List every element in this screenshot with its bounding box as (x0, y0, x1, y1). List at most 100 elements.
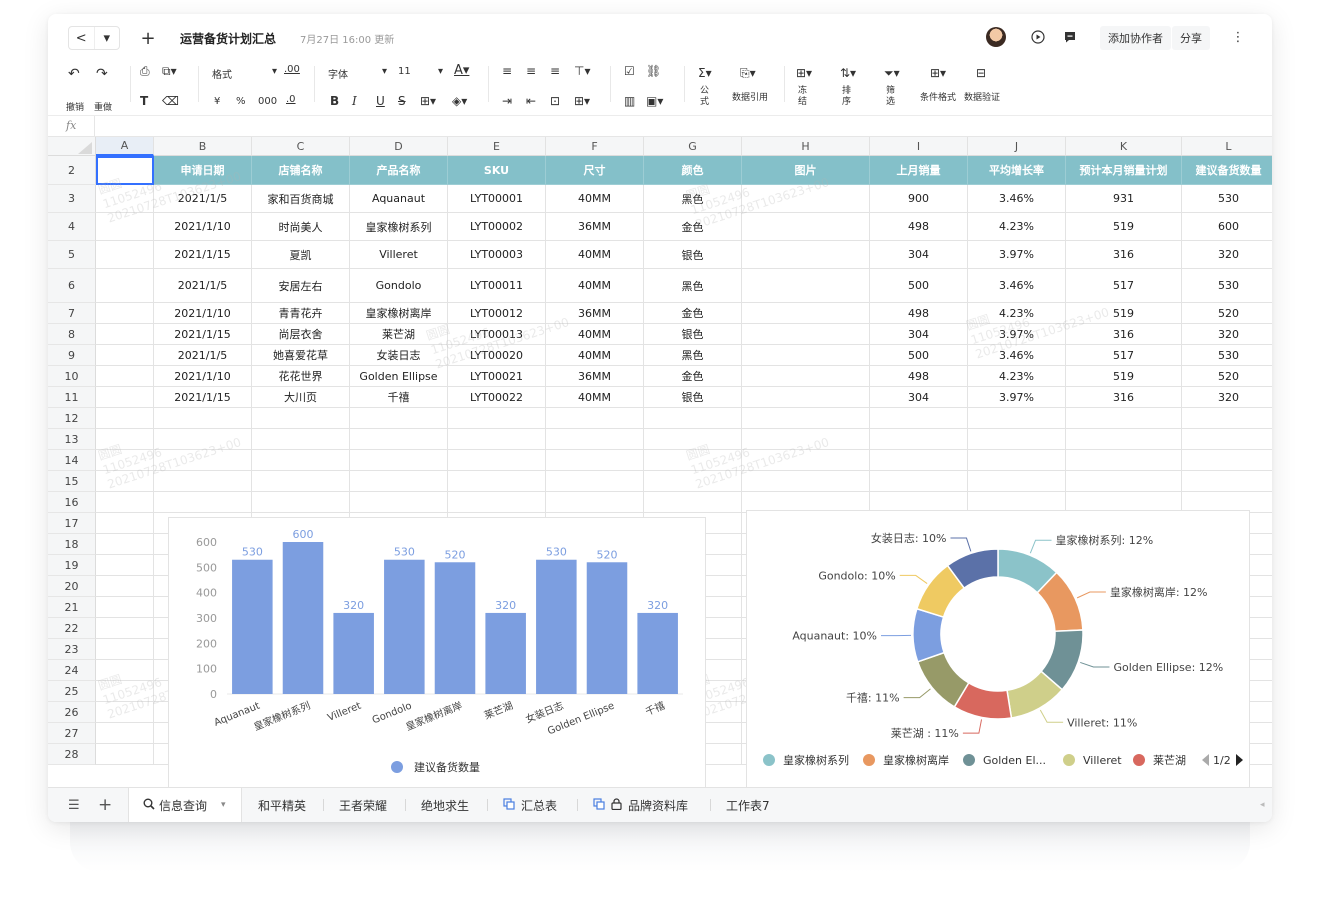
table-cell[interactable]: 520 (1182, 303, 1272, 324)
empty-cell[interactable] (742, 429, 870, 450)
redo-label[interactable]: 重做 (94, 103, 113, 113)
row-header[interactable]: 20 (48, 576, 96, 597)
table-cell[interactable]: 3.46% (968, 269, 1066, 303)
table-header-cell[interactable]: 平均增长率 (968, 156, 1066, 185)
size-chevron-icon[interactable]: ▾ (438, 66, 444, 77)
undo-icon[interactable]: ↶ (68, 66, 80, 82)
table-cell[interactable]: 40MM (546, 185, 644, 213)
empty-cell[interactable] (96, 450, 154, 471)
table-cell[interactable]: Golden Ellipse (350, 366, 448, 387)
empty-cell[interactable] (96, 744, 154, 765)
table-cell[interactable]: 520 (1182, 366, 1272, 387)
table-cell[interactable] (742, 324, 870, 345)
checkbox-icon[interactable]: ☑ (624, 64, 635, 78)
empty-cell[interactable] (1066, 450, 1182, 471)
wrap-icon[interactable]: ⇤ (526, 94, 537, 108)
table-cell[interactable]: LYT00013 (448, 324, 546, 345)
table-cell[interactable]: 皇家橡树离岸 (350, 303, 448, 324)
empty-cell[interactable] (96, 639, 154, 660)
table-header-cell[interactable]: 预计本月销量计划 (1066, 156, 1182, 185)
select-all-corner[interactable] (48, 137, 96, 156)
empty-cell[interactable] (1182, 450, 1272, 471)
underline-button[interactable]: U (376, 94, 385, 108)
row-header[interactable]: 8 (48, 324, 96, 345)
table-cell[interactable]: 316 (1066, 324, 1182, 345)
table-header-cell[interactable]: 颜色 (644, 156, 742, 185)
empty-cell[interactable] (96, 555, 154, 576)
table-cell[interactable]: 304 (870, 387, 968, 408)
paint-format-icon[interactable]: T (140, 94, 149, 108)
table-cell[interactable]: 莱芒湖 (350, 324, 448, 345)
table-cell[interactable]: 青青花卉 (252, 303, 350, 324)
empty-cell[interactable] (644, 492, 742, 513)
row-header[interactable]: 22 (48, 618, 96, 639)
table-header-cell[interactable]: 上月销量 (870, 156, 968, 185)
column-header-g[interactable]: G (644, 137, 742, 156)
empty-cell[interactable] (1066, 408, 1182, 429)
currency-button[interactable]: ¥ (214, 96, 221, 107)
row-header[interactable]: 2 (48, 156, 96, 185)
more-icon[interactable]: ⋮ (1231, 29, 1245, 45)
empty-cell[interactable] (96, 618, 154, 639)
empty-cell[interactable] (644, 450, 742, 471)
table-cell[interactable]: 600 (1182, 213, 1272, 241)
empty-cell[interactable] (96, 681, 154, 702)
row-header[interactable]: 27 (48, 723, 96, 744)
table-cell[interactable]: Gondolo (350, 269, 448, 303)
row-header[interactable]: 13 (48, 429, 96, 450)
data-reference-icon[interactable]: ⎘▾ (740, 66, 756, 80)
table-cell[interactable]: 931 (1066, 185, 1182, 213)
empty-cell[interactable] (742, 450, 870, 471)
table-cell[interactable]: 530 (1182, 345, 1272, 366)
column-header-e[interactable]: E (448, 137, 546, 156)
tab-pubg[interactable]: 绝地求生 (421, 798, 470, 813)
table-cell[interactable] (96, 303, 154, 324)
table-cell[interactable]: 498 (870, 303, 968, 324)
empty-cell[interactable] (252, 471, 350, 492)
border-icon[interactable]: ⊞▾ (420, 94, 437, 108)
number-format-dropdown[interactable]: 格式 (212, 70, 232, 81)
freeze-icon[interactable]: ⊞▾ (796, 66, 813, 80)
empty-cell[interactable] (252, 408, 350, 429)
empty-cell[interactable] (96, 534, 154, 555)
add-sheet-button[interactable]: + (98, 795, 113, 815)
column-header-l[interactable]: L (1182, 137, 1272, 156)
add-collaborator-button[interactable]: 添加协作者 (1100, 26, 1171, 50)
formula-input[interactable] (96, 116, 1266, 136)
table-cell[interactable]: LYT00022 (448, 387, 546, 408)
empty-cell[interactable] (546, 492, 644, 513)
table-header-cell[interactable]: 尺寸 (546, 156, 644, 185)
table-cell[interactable]: 皇家橡树系列 (350, 213, 448, 241)
format-chevron-icon[interactable]: ▾ (272, 66, 278, 77)
row-header[interactable]: 25 (48, 681, 96, 702)
row-header[interactable]: 5 (48, 241, 96, 269)
tab-peace-elite[interactable]: 和平精英 (258, 798, 307, 813)
fill-color-icon[interactable]: ◈▾ (452, 94, 468, 108)
table-cell[interactable]: 3.46% (968, 185, 1066, 213)
column-header-b[interactable]: B (154, 137, 252, 156)
table-cell[interactable]: 3.97% (968, 241, 1066, 269)
strikethrough-button[interactable]: S (398, 94, 406, 108)
table-cell[interactable]: 517 (1066, 269, 1182, 303)
table-cell[interactable]: 4.23% (968, 213, 1066, 241)
row-header[interactable]: 12 (48, 408, 96, 429)
empty-cell[interactable] (1066, 429, 1182, 450)
table-header-cell[interactable]: 店铺名称 (252, 156, 350, 185)
empty-cell[interactable] (644, 408, 742, 429)
row-header[interactable]: 10 (48, 366, 96, 387)
table-cell[interactable]: LYT00020 (448, 345, 546, 366)
empty-cell[interactable] (448, 429, 546, 450)
table-cell[interactable]: 36MM (546, 213, 644, 241)
empty-cell[interactable] (96, 660, 154, 681)
table-cell[interactable]: 316 (1066, 387, 1182, 408)
empty-cell[interactable] (350, 450, 448, 471)
empty-cell[interactable] (448, 450, 546, 471)
tab-menu-chevron-icon[interactable]: ▾ (221, 800, 226, 810)
table-cell[interactable]: 498 (870, 366, 968, 387)
conditional-format-label[interactable]: 条件格式 (920, 93, 957, 103)
empty-cell[interactable] (1182, 408, 1272, 429)
tab-info-query[interactable]: 信息查询 ▾ (128, 788, 242, 822)
table-cell[interactable] (742, 269, 870, 303)
percent-button[interactable]: % (236, 96, 246, 107)
empty-cell[interactable] (448, 408, 546, 429)
